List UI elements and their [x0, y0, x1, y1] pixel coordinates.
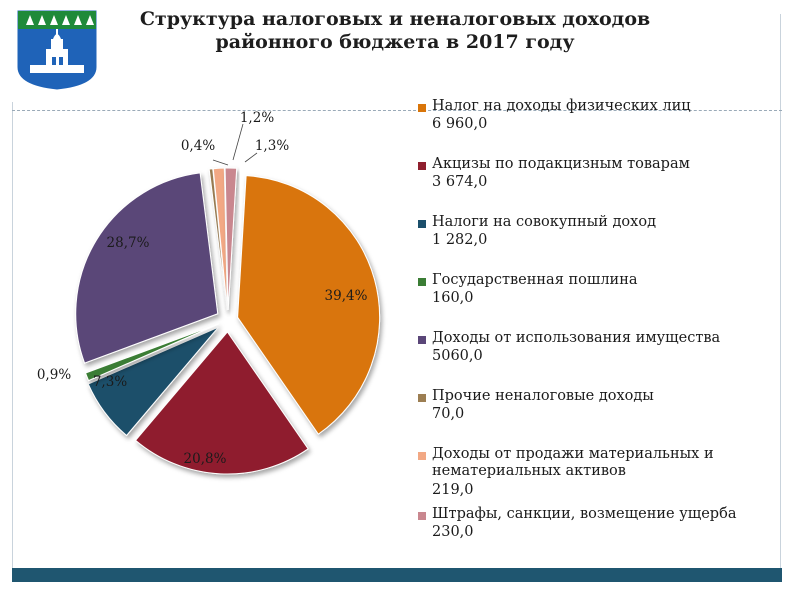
slice-label-5: 28,7%: [107, 235, 150, 251]
legend-value-1: 6 960,0: [432, 116, 488, 132]
legend-swatch-3: [418, 220, 426, 228]
title-line-1: Структура налоговых и неналоговых доходо…: [139, 8, 651, 30]
pie-slice-2: [134, 331, 309, 475]
legend-value-5: 5060,0: [432, 348, 483, 364]
leader-line-7: [232, 123, 244, 161]
dashed-divider: [12, 110, 782, 111]
legend-label-8: Штрафы, санкции, возмещение ущерба: [432, 506, 737, 522]
pie-slice-5: [75, 172, 219, 364]
frame-right-border: [780, 14, 781, 582]
pie-slice-8: [224, 167, 238, 311]
legend-value-4: 160,0: [432, 290, 474, 306]
pie-slice-4: [84, 323, 219, 382]
legend-swatch-2: [418, 162, 426, 170]
legend-label-5: Доходы от использования имущества: [432, 330, 721, 346]
footer-bar: [12, 568, 782, 582]
slice-label-3: 7,3%: [93, 374, 127, 390]
legend-value-7: 219,0: [432, 482, 474, 498]
legend-label-2: Акцизы по подакцизным товарам: [432, 156, 690, 172]
legend-swatch-7: [418, 452, 426, 460]
slice-label-8: 1,3%: [255, 138, 289, 154]
leader-line-6: [212, 159, 229, 166]
legend-value-8: 230,0: [432, 524, 474, 540]
leader-line-8: [244, 152, 258, 163]
legend-swatch-8: [418, 512, 426, 520]
legend-label-3: Налоги на совокупный доход: [432, 214, 656, 230]
pie-slice-1: [237, 175, 381, 435]
legend-label-4: Государственная пошлина: [432, 272, 638, 288]
title-line-2: районного бюджета в 2017 году: [215, 31, 575, 53]
slice-label-6: 0,4%: [181, 138, 215, 154]
pie-slice-7: [212, 167, 228, 311]
chart-title: Структура налоговых и неналоговых доходо…: [100, 8, 690, 54]
legend-swatch-1: [418, 104, 426, 112]
legend-value-2: 3 674,0: [432, 174, 488, 190]
slice-label-7: 1,2%: [240, 110, 274, 126]
legend-swatch-4: [418, 278, 426, 286]
legend-label-1: Налог на доходы физических лиц: [432, 98, 691, 114]
legend-value-6: 70,0: [432, 406, 465, 422]
legend-swatch-5: [418, 336, 426, 344]
legend-value-3: 1 282,0: [432, 232, 488, 248]
slice-label-1: 39,4%: [325, 288, 368, 304]
pie-slice-3: [87, 326, 219, 437]
pie-slice-6: [208, 168, 228, 311]
slice-label-4: 0,9%: [37, 367, 71, 383]
slice-label-2: 20,8%: [184, 451, 227, 467]
frame-left-border: [12, 102, 13, 582]
legend-label-7: Доходы от продажи материальных и нематер…: [432, 446, 714, 479]
legend-label-6: Прочие неналоговые доходы: [432, 388, 654, 404]
legend-swatch-6: [418, 394, 426, 402]
coat-of-arms-logo: [17, 10, 97, 90]
